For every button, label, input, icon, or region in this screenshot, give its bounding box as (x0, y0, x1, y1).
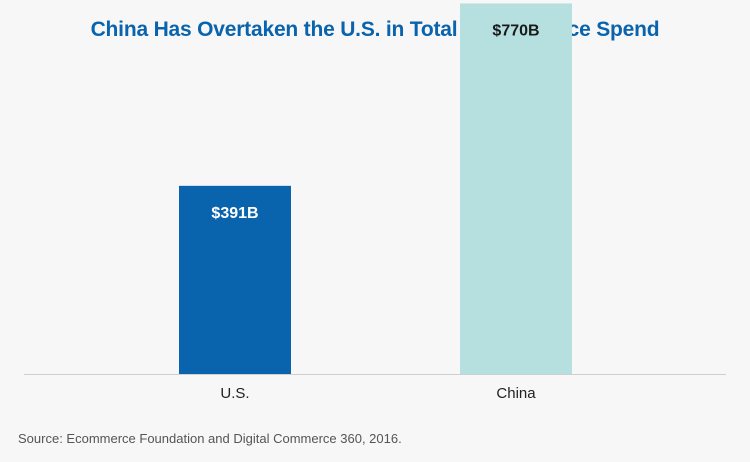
x-tick-label: China (496, 385, 536, 402)
data-label: $770B (492, 22, 539, 39)
plot-area: $391B U.S. $770B China (24, 3, 726, 402)
bars-layer: $391B U.S. $770B China (179, 3, 572, 402)
data-label: $391B (211, 205, 258, 222)
x-tick-label: U.S. (220, 385, 249, 402)
bar-china (460, 3, 572, 374)
source-note: Source: Ecommerce Foundation and Digital… (18, 431, 402, 446)
bar-chart: $391B U.S. $770B China (24, 3, 726, 402)
bar-us (179, 185, 291, 374)
